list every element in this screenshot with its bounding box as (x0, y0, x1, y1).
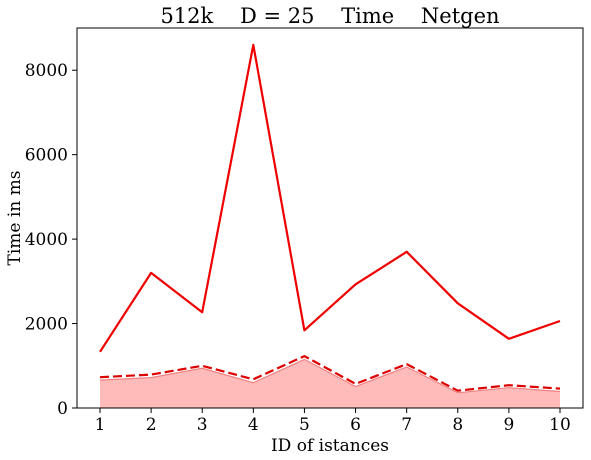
x-tick-label: 6 (350, 415, 361, 435)
y-tick-label: 6000 (25, 146, 68, 166)
series-area-fill (100, 359, 560, 408)
series-line-dashed (99, 355, 561, 392)
x-tick-label: 3 (197, 415, 208, 435)
plot-area (99, 43, 561, 408)
y-axis-label: Time in ms (5, 171, 25, 266)
series-line-solid (99, 43, 561, 353)
x-tick-label: 9 (503, 415, 514, 435)
x-tick-label: 4 (248, 415, 259, 435)
x-tick-label: 7 (401, 415, 412, 435)
x-axis-label: ID of istances (271, 436, 389, 456)
x-tick-label: 2 (146, 415, 157, 435)
x-axis: 1 2 3 4 5 6 7 8 9 10 (95, 408, 571, 435)
x-tick-label: 5 (299, 415, 310, 435)
x-tick-label: 1 (95, 415, 106, 435)
chart-title: 512k D = 25 Time Netgen (160, 4, 499, 28)
x-tick-label: 10 (549, 415, 571, 435)
y-tick-label: 2000 (25, 315, 68, 335)
plot-frame (76, 27, 584, 409)
y-tick-label: 4000 (25, 230, 68, 250)
y-axis: 0 2000 4000 6000 8000 (25, 61, 77, 419)
y-tick-label: 0 (57, 399, 68, 419)
y-tick-label: 8000 (25, 61, 68, 81)
x-tick-label: 8 (452, 415, 463, 435)
series-area-line (99, 358, 561, 394)
